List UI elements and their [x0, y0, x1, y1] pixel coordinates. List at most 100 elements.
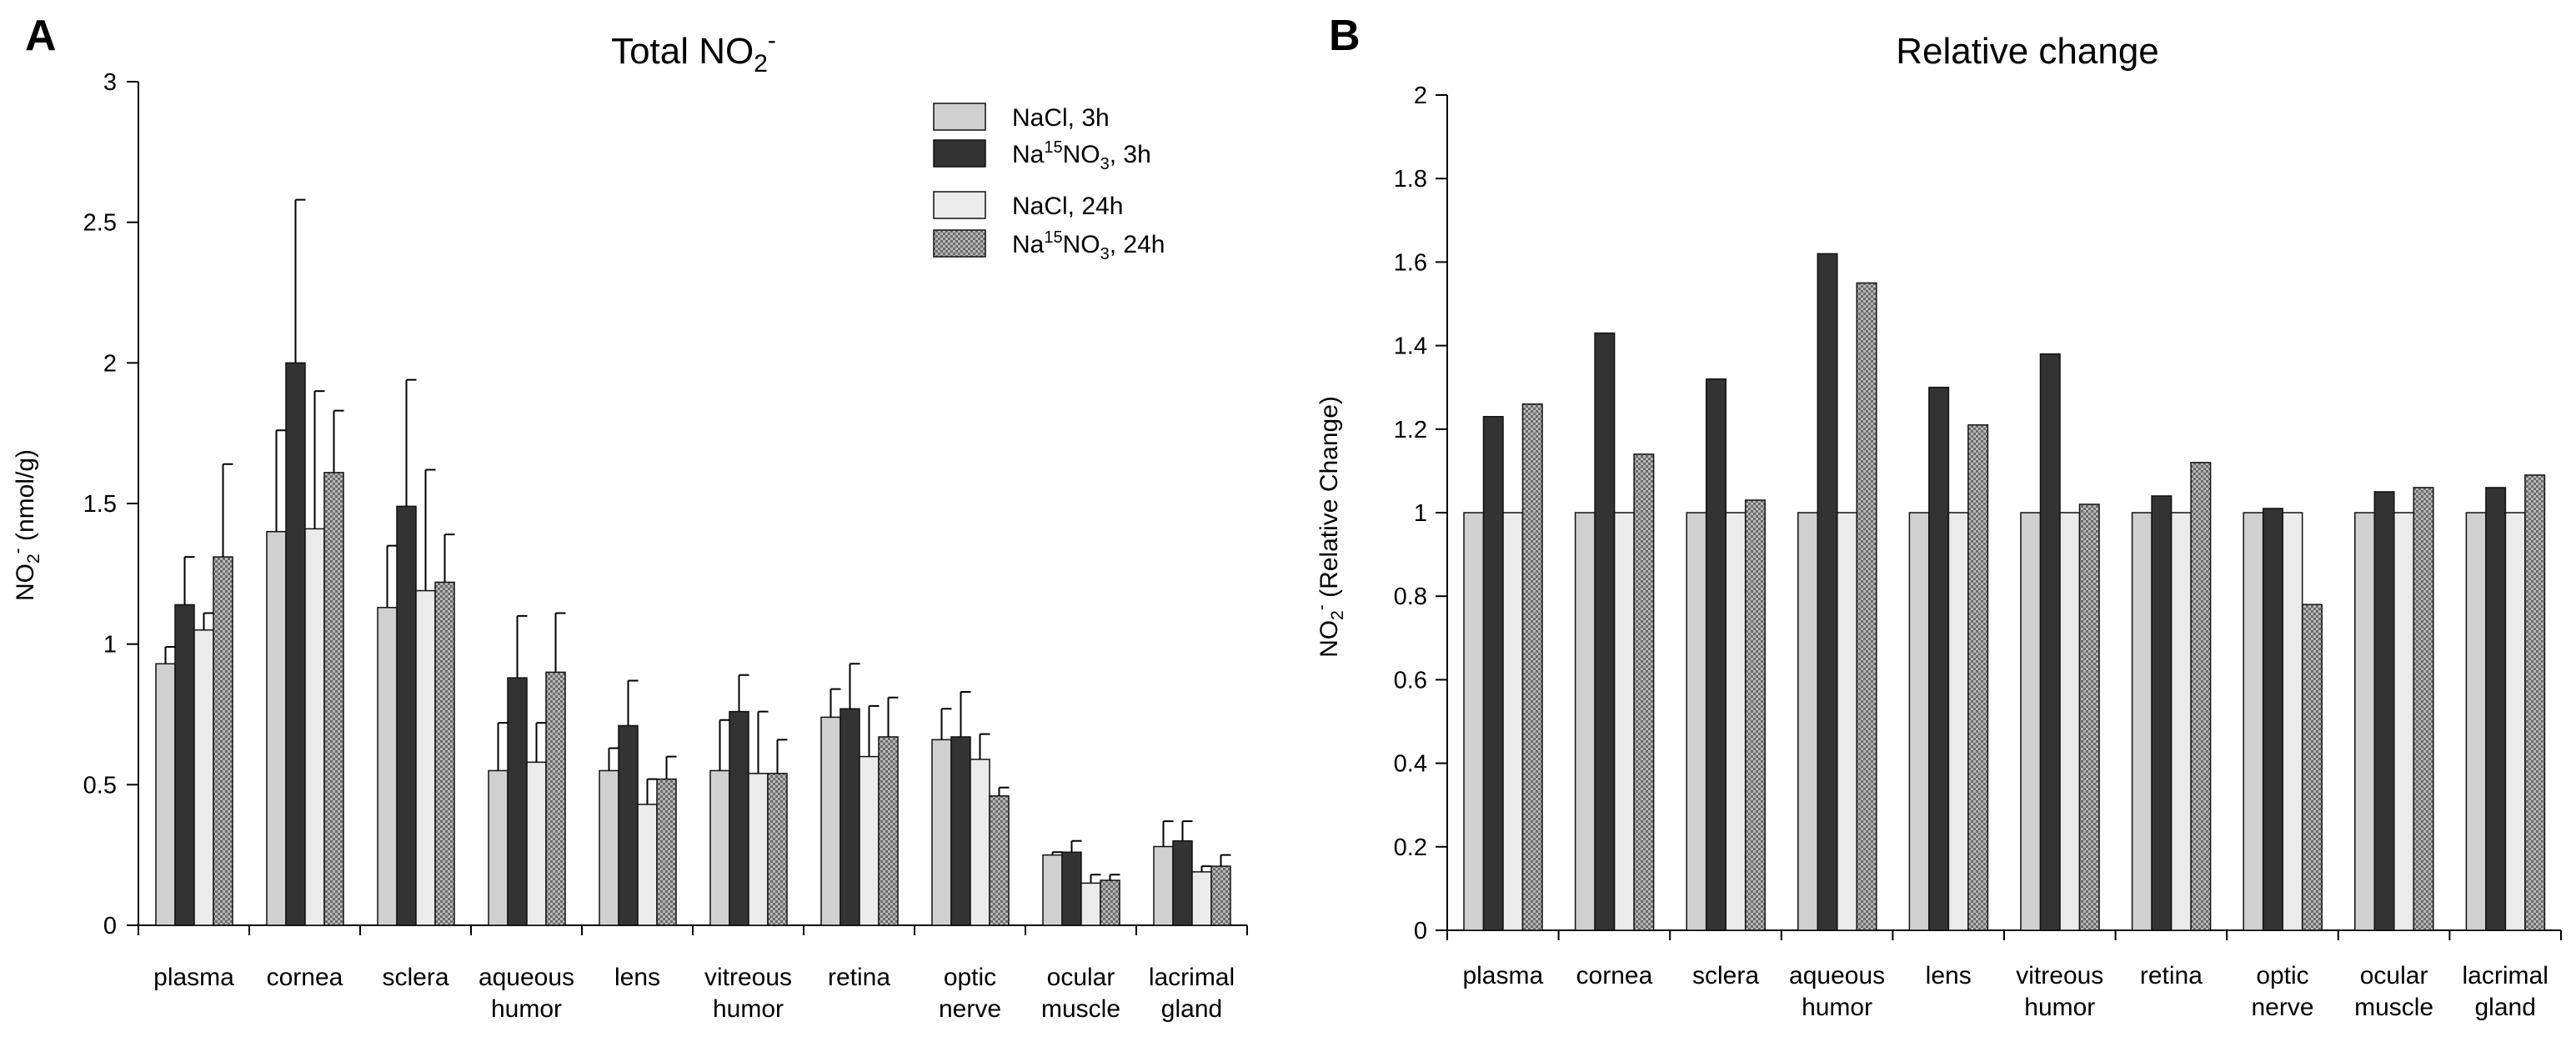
category-label: ocular — [1047, 964, 1115, 991]
bar-b-s2-c2 — [1725, 512, 1747, 931]
error-bar — [608, 747, 619, 771]
error-bar — [222, 463, 233, 558]
y-tick-label: 0.8 — [1394, 584, 1427, 610]
error-bar — [405, 378, 417, 507]
error-bar — [203, 612, 214, 630]
bar-b-s0-c1 — [1574, 512, 1596, 931]
bar-a-s0-c2 — [377, 607, 398, 926]
panel-b-ylabel-base: NO — [1316, 620, 1343, 658]
bar-a-s1-c2 — [396, 505, 417, 926]
bar-a-s1-c5 — [729, 710, 749, 926]
bar-a-s3-c3 — [545, 671, 566, 926]
panel-b-ylabel-rest: (Relative Change) — [1316, 396, 1343, 604]
y-tick-label: 1 — [1414, 500, 1427, 527]
bar-a-s1-c7 — [950, 736, 971, 926]
legend-swatch — [933, 139, 986, 168]
bar-a-s1-c9 — [1172, 840, 1193, 926]
bar-b-s0-c2 — [1686, 512, 1707, 931]
error-bar — [386, 544, 398, 608]
y-tick-label: 1.6 — [1394, 249, 1427, 276]
bar-a-s3-c9 — [1210, 865, 1231, 926]
bar-a-s2-c0 — [193, 629, 214, 926]
bar-a-s0-c0 — [155, 663, 176, 926]
category-label: sclera — [1692, 962, 1759, 989]
bar-a-s0-c8 — [1042, 854, 1063, 926]
error-bar — [940, 708, 952, 740]
bar-b-s3-c0 — [1521, 403, 1543, 931]
bar-b-s3-c4 — [1967, 424, 1989, 931]
error-bar — [294, 198, 306, 363]
bar-b-s1-c2 — [1705, 378, 1727, 931]
bar-a-s2-c5 — [748, 773, 769, 926]
bar-b-s1-c4 — [1928, 386, 1950, 931]
bar-a-s3-c8 — [1100, 879, 1120, 926]
bar-b-s2-c4 — [1947, 512, 1969, 931]
category-label: muscle — [1041, 995, 1120, 1023]
bar-b-s0-c8 — [2354, 512, 2376, 931]
legend-swatch — [933, 103, 986, 131]
bar-a-s3-c5 — [767, 773, 788, 926]
error-bar — [829, 688, 841, 718]
error-bar — [887, 696, 899, 737]
bar-a-s3-c1 — [323, 472, 344, 926]
error-bar — [738, 674, 749, 712]
legend-label: NaCl, 3h — [1012, 104, 1110, 132]
bar-b-s2-c5 — [2059, 512, 2081, 931]
error-bar — [627, 679, 639, 726]
bar-b-s2-c9 — [2504, 512, 2526, 931]
error-bar — [1051, 851, 1063, 855]
error-bar — [1070, 839, 1082, 853]
panel-b-y-axis-label: NO2- (Relative Change) — [1312, 396, 1347, 658]
bar-a-s0-c9 — [1153, 845, 1174, 926]
error-bar — [719, 719, 730, 771]
category-label: gland — [2474, 994, 2535, 1021]
y-tick-label: 0 — [103, 913, 117, 939]
y-tick-label: 0.6 — [1394, 667, 1427, 694]
panel-a-total-no2: A Total NO2- NO2- (nmol/g) 00.511.522.53… — [8, 12, 1248, 1023]
category-label: lens — [1926, 962, 1972, 989]
bar-b-s1-c9 — [2485, 487, 2507, 931]
bar-a-s2-c2 — [415, 589, 436, 926]
error-bar — [313, 390, 325, 529]
error-bar — [1162, 820, 1174, 847]
y-tick-label: 1.5 — [83, 491, 117, 518]
panel-a-ylabel-rest: (nmol/g) — [12, 449, 39, 548]
error-bar — [1181, 820, 1193, 841]
category-label: humor — [2024, 994, 2095, 1021]
bar-a-s2-c6 — [859, 755, 880, 926]
bar-b-s1-c7 — [2262, 508, 2283, 931]
category-label: nerve — [2251, 994, 2313, 1021]
bar-a-s1-c3 — [507, 677, 528, 926]
category-label: plasma — [153, 964, 234, 991]
y-tick-label: 2 — [103, 350, 117, 377]
panel-b-ylabel-sub: 2 — [1328, 610, 1347, 620]
y-tick-label: 0.2 — [1394, 834, 1427, 861]
bar-b-s2-c3 — [1837, 512, 1858, 931]
bar-b-s3-c6 — [2190, 462, 2212, 931]
bar-a-s2-c4 — [637, 804, 658, 926]
error-bar — [183, 556, 195, 605]
category-label: plasma — [1462, 962, 1543, 989]
error-bar — [665, 755, 677, 779]
category-label: gland — [1161, 995, 1222, 1023]
bar-b-s0-c5 — [2020, 512, 2042, 931]
category-label: lens — [614, 964, 660, 991]
panel-b-label: B — [1329, 12, 1361, 60]
bar-a-s3-c4 — [656, 778, 677, 926]
panel-a-ylabel-sup: - — [8, 548, 28, 554]
bar-b-s1-c1 — [1594, 332, 1616, 931]
category-label: aqueous — [1789, 962, 1885, 989]
category-label: cornea — [267, 964, 343, 991]
category-label: optic — [944, 964, 996, 991]
panel-b-relative-change: B Relative change NO2- (Relative Change)… — [1312, 12, 2562, 1021]
error-bar — [333, 409, 344, 473]
error-bar — [424, 468, 436, 591]
bar-b-s3-c1 — [1633, 453, 1655, 931]
legend-label: NaCl, 24h — [1012, 193, 1123, 220]
bar-b-s0-c4 — [1908, 512, 1930, 931]
bar-a-s2-c7 — [970, 759, 990, 926]
bar-b-s1-c0 — [1482, 416, 1504, 931]
bar-b-s1-c5 — [2039, 353, 2061, 931]
y-tick-label: 2 — [1414, 83, 1427, 109]
